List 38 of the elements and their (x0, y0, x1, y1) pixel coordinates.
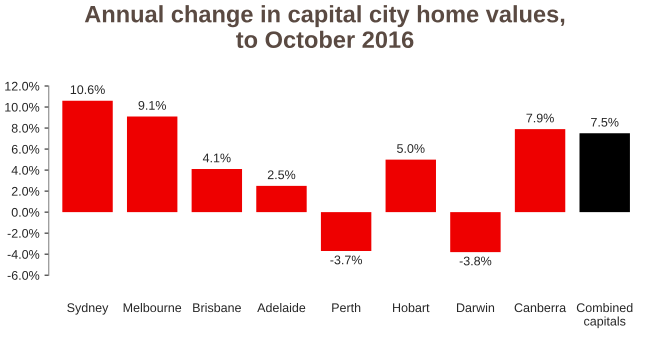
bar (514, 129, 566, 212)
x-tick-label: Sydney (67, 302, 108, 315)
bar (450, 212, 501, 252)
data-label: 7.9% (526, 114, 554, 122)
bar (192, 169, 242, 212)
y-tick-label: 2.0% (12, 186, 40, 196)
data-label: -3.8% (460, 256, 492, 266)
x-tick-label: Brisbane (193, 302, 241, 312)
y-tick-label: 0.0% (12, 208, 40, 217)
y-tick-label: 6.0% (12, 144, 40, 154)
data-label: -3.7% (330, 256, 362, 264)
y-tick-label: 4.0% (12, 166, 40, 175)
y-tick-label: 12.0% (5, 82, 40, 91)
data-label: 5.0% (397, 144, 425, 153)
data-label: 10.6% (70, 85, 105, 94)
x-tick-label: Darwin (456, 302, 494, 312)
x-tick-label: Canberra (514, 302, 566, 312)
x-tick-label: Melbourne (124, 302, 182, 312)
bar (256, 186, 307, 212)
y-tick-label: -2.0% (8, 228, 40, 238)
bar (126, 116, 178, 212)
x-tick-label: Combined capitals (576, 302, 632, 328)
y-tick-label: -6.0% (8, 271, 40, 280)
x-tick-label: Perth (332, 302, 360, 312)
bar (62, 100, 113, 212)
y-tick-label: -4.0% (8, 250, 40, 259)
chart-title: Annual change in capital city home values, to October 2016 (84, 5, 564, 48)
y-tick-label: 10.0% (5, 102, 40, 112)
bar (320, 212, 372, 252)
x-tick-label: Hobart (393, 302, 430, 312)
data-label: 7.5% (591, 118, 619, 127)
data-label: 4.1% (202, 154, 231, 162)
bar (580, 133, 630, 212)
bar (386, 160, 436, 212)
data-label: 2.5% (268, 170, 296, 180)
y-tick-label: 8.0% (12, 124, 40, 133)
x-tick-label: Adelaide (257, 302, 306, 312)
data-label: 9.1% (138, 100, 166, 110)
